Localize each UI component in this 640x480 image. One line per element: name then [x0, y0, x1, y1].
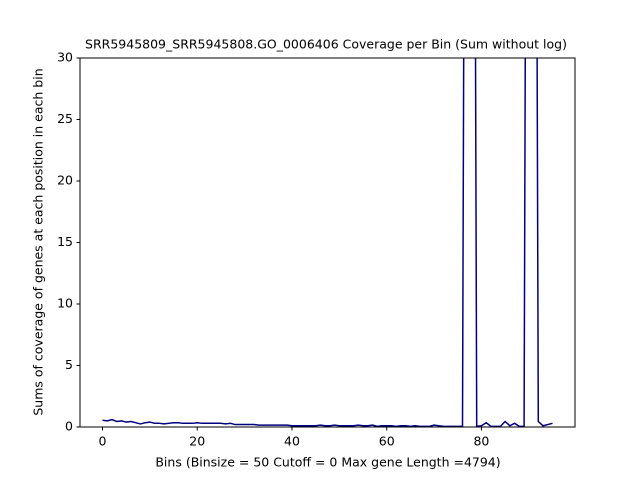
x-tick-label: 0	[99, 434, 107, 449]
chart-title: SRR5945809_SRR5945808.GO_0006406 Coverag…	[85, 37, 567, 52]
plot-area	[102, 58, 553, 427]
y-tick-label: 30	[57, 50, 73, 65]
y-tick-label: 25	[57, 111, 73, 126]
x-tick-label: 80	[473, 434, 489, 449]
y-tick-label: 10	[57, 296, 73, 311]
x-tick-label: 40	[284, 434, 300, 449]
x-tick-label: 60	[379, 434, 395, 449]
y-tick-label: 15	[57, 234, 73, 249]
y-axis-label: Sums of coverage of genes at each positi…	[31, 68, 46, 415]
x-axis-label: Bins (Binsize = 50 Cutoff = 0 Max gene L…	[155, 455, 500, 470]
y-tick-label: 5	[65, 357, 73, 372]
line-series	[102, 58, 553, 427]
y-tick-label: 0	[65, 419, 73, 434]
y-tick-label: 20	[57, 173, 73, 188]
axes-frame	[79, 57, 576, 428]
x-tick-label: 20	[189, 434, 205, 449]
